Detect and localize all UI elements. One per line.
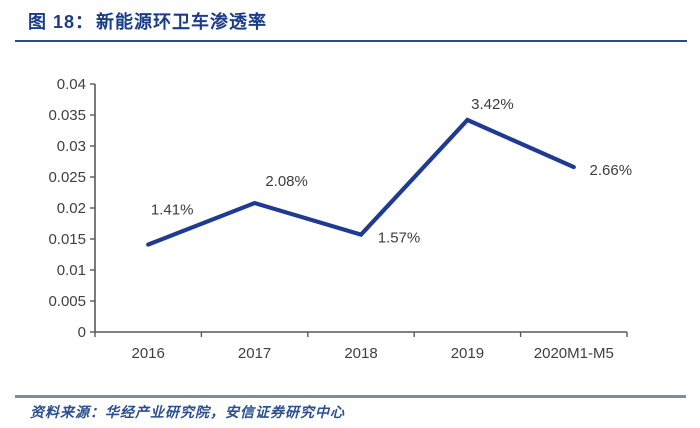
x-axis-tick-label: 2017: [238, 345, 271, 362]
data-point-label: 1.57%: [378, 230, 421, 247]
x-axis-tick-label: 2016: [132, 345, 165, 362]
y-axis-tick-label: 0.03: [57, 138, 86, 155]
figure-number-label: 图 18：: [28, 12, 95, 32]
footer-divider: [15, 395, 686, 398]
y-axis-tick-label: 0.015: [48, 231, 86, 248]
x-axis-tick-label: 2019: [451, 345, 484, 362]
y-axis-tick-label: 0.005: [48, 293, 86, 310]
data-point-label: 2.08%: [265, 173, 308, 190]
x-axis-tick-label: 2018: [344, 345, 377, 362]
data-point-label: 3.42%: [471, 96, 514, 113]
source-note: 资料来源：华经产业研究院，安信证券研究中心: [30, 406, 345, 421]
figure-title-text: 新能源环卫车渗透率: [96, 12, 268, 32]
y-axis-tick-label: 0.025: [48, 169, 86, 186]
y-axis-tick-label: 0.01: [57, 262, 86, 279]
data-point-label: 2.66%: [590, 162, 633, 179]
y-axis-tick-label: 0: [78, 324, 86, 341]
x-axis-tick-label: 2020M1-M5: [534, 345, 614, 362]
title-divider: [15, 40, 687, 42]
data-point-label: 1.41%: [151, 202, 194, 219]
y-axis-tick-label: 0.02: [57, 200, 86, 217]
y-axis-tick-label: 0.035: [48, 107, 86, 124]
figure-title: 图 18： 新能源环卫车渗透率: [28, 8, 267, 34]
y-axis-tick-label: 0.04: [57, 76, 86, 93]
penetration-rate-line: [146, 117, 576, 247]
